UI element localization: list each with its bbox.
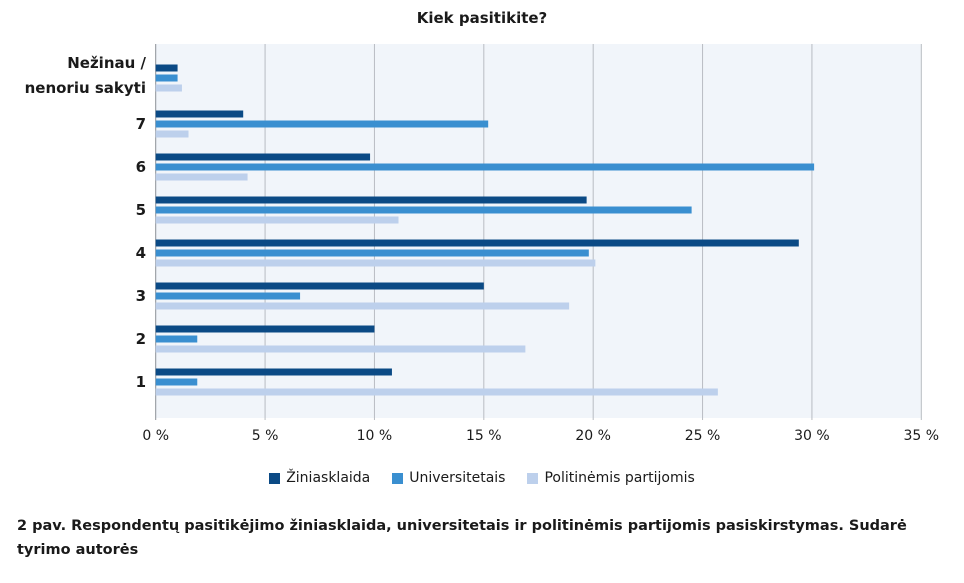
x-tick-label: 10 %	[357, 428, 393, 444]
x-tick-label: 25 %	[685, 428, 721, 444]
legend-label: Universitetais	[409, 470, 506, 486]
y-category-label: 3	[136, 287, 146, 305]
plot-background	[155, 44, 922, 418]
legend-item: Universitetais	[392, 470, 505, 486]
bar-politinėmis-partijomis-6	[155, 345, 526, 353]
bar-žiniasklaida-3	[155, 196, 587, 204]
legend: Žiniasklaida Universitetais Politinėmis pa…	[0, 470, 964, 486]
x-tick-label: 0 %	[142, 428, 169, 444]
bar-universitetais-1	[155, 120, 489, 128]
bar-universitetais-7	[155, 378, 198, 386]
y-category-label: 6	[136, 158, 146, 176]
bar-politinėmis-partijomis-7	[155, 388, 718, 396]
bar-žiniasklaida-0	[155, 64, 178, 72]
bar-žiniasklaida-5	[155, 282, 484, 290]
x-tick-label: 20 %	[575, 428, 611, 444]
figure-caption: 2 pav. Respondentų pasitikėjimo žiniaskl…	[17, 518, 907, 558]
legend-swatch	[269, 472, 281, 484]
bar-politinėmis-partijomis-0	[155, 84, 182, 92]
x-tick-label: 15 %	[466, 428, 502, 444]
legend-item: Žiniasklaida	[269, 470, 370, 486]
bar-universitetais-4	[155, 249, 589, 257]
bar-politinėmis-partijomis-1	[155, 130, 189, 138]
x-tick-label: 30 %	[794, 428, 830, 444]
bar-politinėmis-partijomis-3	[155, 216, 399, 224]
bar-universitetais-6	[155, 335, 198, 343]
y-category-label: 2	[136, 330, 146, 348]
bar-politinėmis-partijomis-2	[155, 173, 248, 181]
legend-item: Politinėmis partijomis	[527, 470, 695, 486]
bar-žiniasklaida-6	[155, 325, 375, 333]
y-category-label: 4	[136, 244, 146, 262]
x-tick-label: 5 %	[252, 428, 279, 444]
legend-label: Politinėmis partijomis	[544, 470, 695, 486]
bar-politinėmis-partijomis-4	[155, 259, 596, 267]
bar-žiniasklaida-4	[155, 239, 799, 247]
legend-swatch	[527, 472, 539, 484]
y-category-label: 1	[136, 373, 146, 391]
bar-chart: 0 % 5 % 10 % 15 % 20 % 25 % 30 % 35 % Nežinau / n…	[25, 44, 940, 444]
legend-label: Žiniasklaida	[286, 470, 371, 486]
bar-žiniasklaida-1	[155, 110, 244, 118]
bar-universitetais-2	[155, 163, 815, 171]
bar-žiniasklaida-7	[155, 368, 392, 376]
chart-title: Kiek pasitikite?	[416, 9, 548, 27]
bar-universitetais-3	[155, 206, 692, 214]
y-category-label: nenoriu sakyti	[25, 79, 146, 97]
bar-universitetais-5	[155, 292, 301, 300]
bar-žiniasklaida-2	[155, 153, 371, 161]
y-category-label: 7	[136, 115, 146, 133]
y-category-label: 5	[136, 201, 146, 219]
bar-universitetais-0	[155, 74, 178, 82]
legend-swatch	[392, 472, 404, 484]
y-category-label: Nežinau /	[67, 54, 146, 72]
bar-politinėmis-partijomis-5	[155, 302, 570, 310]
x-tick-label: 35 %	[904, 428, 940, 444]
